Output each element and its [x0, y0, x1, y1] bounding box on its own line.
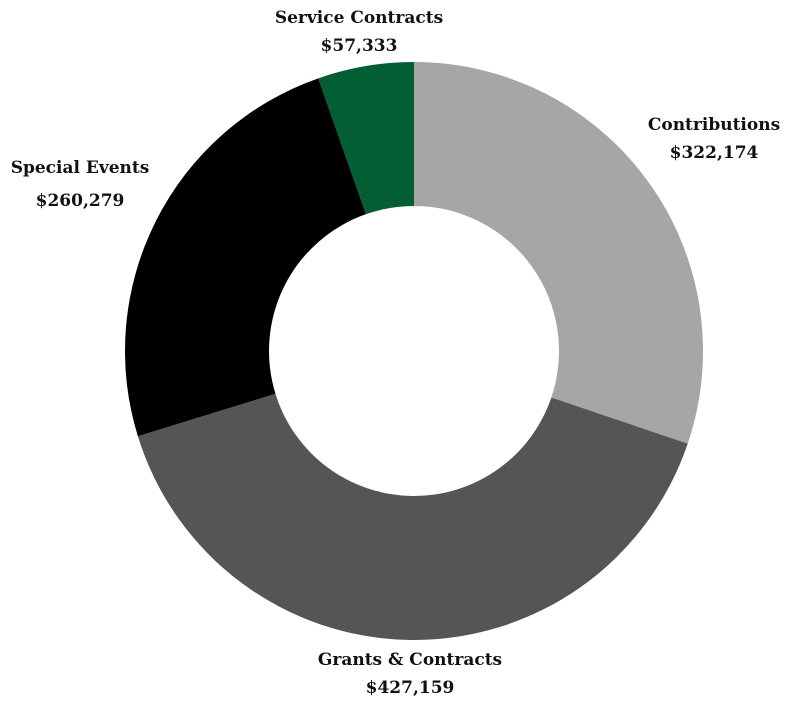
- slice-label-service-contracts-name: Service Contracts: [275, 8, 443, 28]
- slice-label-contributions-name: Contributions: [648, 115, 780, 135]
- slice-service-contracts: [318, 62, 414, 215]
- slice-label-special-events-name: Special Events: [11, 158, 150, 178]
- slice-grants-contracts: [137, 393, 688, 640]
- slice-label-contributions-value: $322,174: [670, 143, 759, 163]
- slice-label-special-events-value: $260,279: [36, 191, 125, 211]
- slice-label-grants-value: $427,159: [366, 678, 455, 698]
- slices-layer: [124, 62, 704, 640]
- slice-special-events: [124, 78, 366, 437]
- slice-contributions: [414, 62, 704, 444]
- slice-label-grants-name: Grants & Contracts: [318, 650, 502, 670]
- slice-label-service-contracts-value: $57,333: [321, 36, 398, 56]
